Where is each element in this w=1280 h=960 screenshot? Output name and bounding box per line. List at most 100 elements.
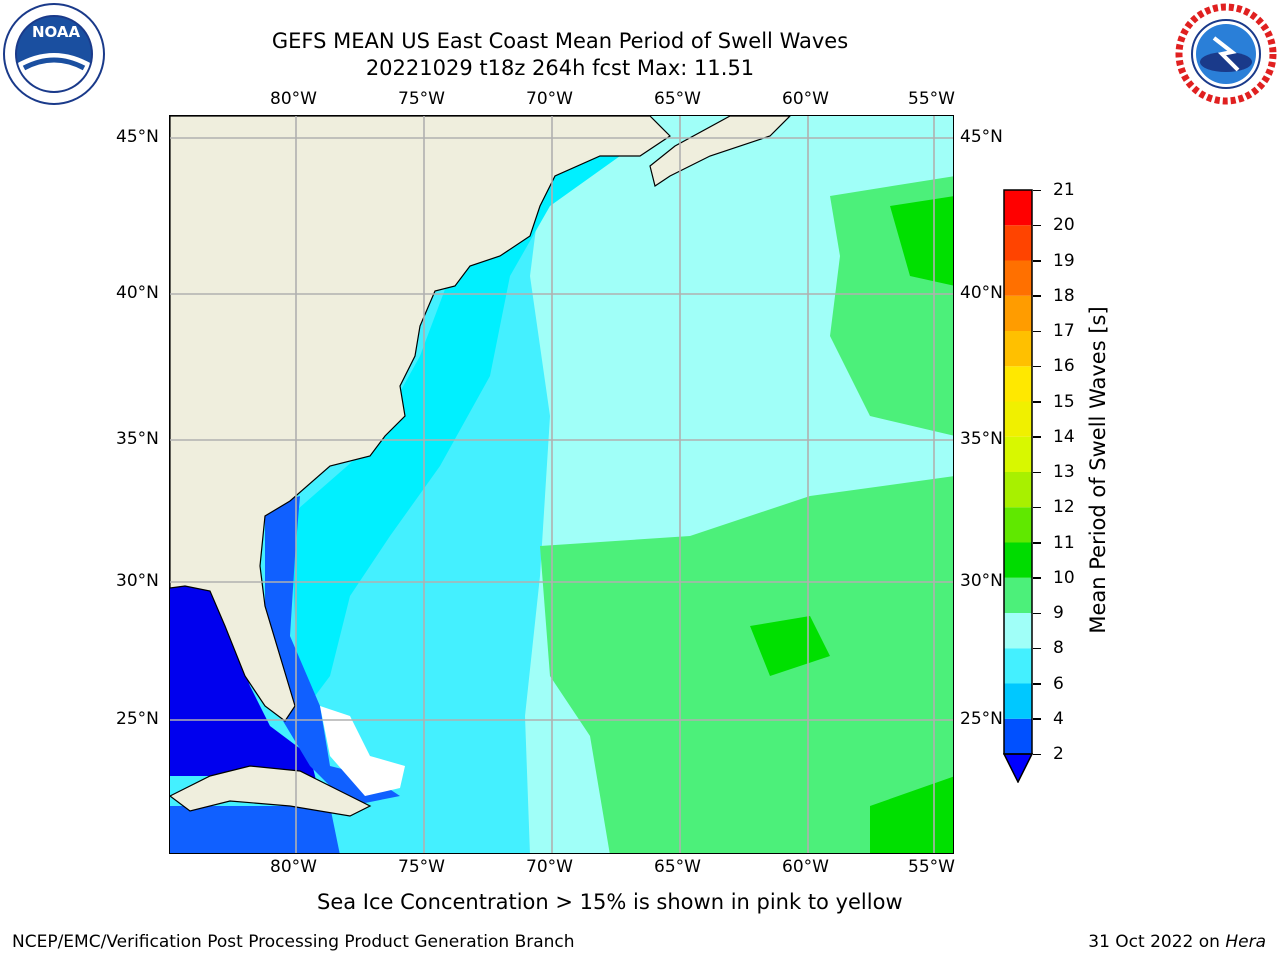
colorbar-segment: [1004, 613, 1032, 649]
colorbar-segment: [1004, 648, 1032, 684]
us-landmass: [170, 116, 671, 722]
colorbar-level-label: 17: [1053, 321, 1075, 341]
colorbar-tick: [1033, 718, 1041, 720]
footer-date: 31 Oct 2022 on Hera: [1088, 932, 1266, 952]
lon-tick-bottom: 60°W: [782, 857, 829, 877]
colorbar-segment: [1004, 718, 1032, 754]
colorbar-tick: [1033, 436, 1041, 438]
colorbar-tick: [1033, 506, 1041, 509]
lon-tick-top: 60°W: [782, 89, 829, 109]
cuba: [170, 765, 372, 817]
colorbar-level-label: 15: [1053, 391, 1075, 412]
colorbar-tick: [1033, 330, 1041, 332]
colorbar-level-label: 10: [1053, 567, 1075, 588]
colorbar-segment: [1004, 683, 1032, 719]
colorbar-tick: [1033, 471, 1041, 473]
colorbar-level-label: 8: [1053, 638, 1064, 659]
colorbar-frame: [1003, 189, 1033, 755]
colorbar-tick: [1033, 260, 1041, 262]
graticule: [170, 116, 953, 853]
colorbar-tick: [1033, 612, 1041, 614]
chart-subtitle: 20221029 t18z 264h fcst Max: 11.51: [365, 56, 755, 80]
colorbar-segment: [1004, 331, 1032, 367]
colorbar-segment: [1004, 366, 1032, 402]
colorbar-tick: [1033, 224, 1041, 227]
map-canvas: [170, 116, 953, 853]
colorbar-level-label: 9: [1053, 603, 1064, 623]
colorbar-level-label: 19: [1053, 250, 1075, 271]
colorbar-segment: [1004, 225, 1032, 261]
colorbar-tick: [1033, 542, 1041, 544]
lat-tick-left: 40°N: [116, 283, 159, 303]
ocean-zone-cyan: [290, 116, 640, 716]
colorbar-tick: [1033, 753, 1041, 755]
ocean-patch-bright-se: [870, 776, 953, 853]
colorbar-segment: [1004, 401, 1032, 437]
colorbar-title: Mean Period of Swell Waves [s]: [1086, 306, 1110, 634]
ocean-zone-green: [540, 476, 953, 853]
lon-tick-top: 70°W: [526, 89, 573, 109]
colorbar-segment: [1004, 295, 1032, 331]
colorbar-level-label: 6: [1053, 673, 1064, 694]
colorbar-tick: [1033, 647, 1041, 650]
gulf-deep-blue: [170, 586, 320, 796]
lon-tick-bottom: 70°W: [526, 857, 573, 877]
lon-tick-bottom: 55°W: [908, 857, 955, 877]
ocean-zone-bright-ne: [890, 196, 953, 286]
lon-tick-bottom: 80°W: [270, 857, 317, 877]
colorbar-tick: [1033, 189, 1041, 191]
colorbar: [1002, 188, 1035, 787]
lat-tick-right: 30°N: [960, 571, 1003, 591]
colorbar-segment: [1004, 507, 1032, 543]
lon-tick-bottom: 75°W: [398, 857, 445, 877]
colorbar-tick: [1033, 401, 1041, 403]
colorbar-tick: [1033, 365, 1041, 368]
lat-tick-right: 25°N: [960, 709, 1003, 729]
chart-title: GEFS MEAN US East Coast Mean Period of S…: [271, 29, 849, 53]
lat-tick-left: 30°N: [116, 571, 159, 591]
colorbar-segment: [1004, 542, 1032, 578]
footer-host: Hera: [1225, 932, 1266, 952]
colorbar-segment: [1004, 260, 1032, 296]
lat-tick-left: 25°N: [116, 709, 159, 729]
noaa-logo: NOAA: [2, 2, 106, 110]
colorbar-tick: [1033, 683, 1041, 685]
colorbar-level-label: 21: [1053, 180, 1075, 200]
colorbar-tick: [1033, 295, 1041, 297]
footer-credit: NCEP/EMC/Verification Post Processing Pr…: [12, 932, 575, 952]
nws-logo: [1174, 2, 1278, 110]
colorbar-segment: [1004, 472, 1032, 508]
lon-tick-bottom: 65°W: [654, 857, 701, 877]
noaa-logo-text: NOAA: [32, 23, 81, 41]
colorbar-level-label: 4: [1053, 708, 1064, 729]
footer-date-text: 31 Oct 2022 on: [1088, 932, 1220, 952]
lat-tick-right: 35°N: [960, 429, 1003, 449]
colorbar-level-label: 18: [1053, 285, 1075, 306]
colorbar-scale: [1002, 189, 1034, 784]
colorbar-level-label: 14: [1053, 426, 1075, 447]
colorbar-extend-arrow: [1002, 753, 1034, 784]
bahamas-shallows: [320, 706, 405, 796]
colorbar-segment: [1004, 436, 1032, 472]
lon-tick-top: 65°W: [654, 89, 701, 109]
lon-tick-top: 80°W: [270, 89, 317, 109]
coastal-blue-band: [265, 496, 400, 806]
lat-tick-left: 45°N: [116, 127, 159, 147]
lat-tick-right: 45°N: [960, 127, 1003, 147]
colorbar-level-label: 12: [1053, 497, 1075, 518]
swell-period-map: [169, 115, 954, 854]
colorbar-level-label: 20: [1053, 215, 1075, 236]
sea-ice-caption: Sea Ice Concentration > 15% is shown in …: [317, 890, 903, 914]
colorbar-level-label: 11: [1053, 532, 1075, 553]
colorbar-level-label: 16: [1053, 356, 1075, 377]
colorbar-level-label: 2: [1053, 744, 1064, 764]
lat-tick-left: 35°N: [116, 429, 159, 449]
colorbar-tick: [1033, 577, 1041, 579]
lat-tick-right: 40°N: [960, 283, 1003, 303]
ocean-patch-bright: [750, 616, 830, 676]
nova-scotia: [649, 116, 791, 187]
caribbean-blue: [170, 806, 340, 853]
colorbar-segment: [1004, 577, 1032, 613]
lon-tick-top: 55°W: [908, 89, 955, 109]
lon-tick-top: 75°W: [398, 89, 445, 109]
